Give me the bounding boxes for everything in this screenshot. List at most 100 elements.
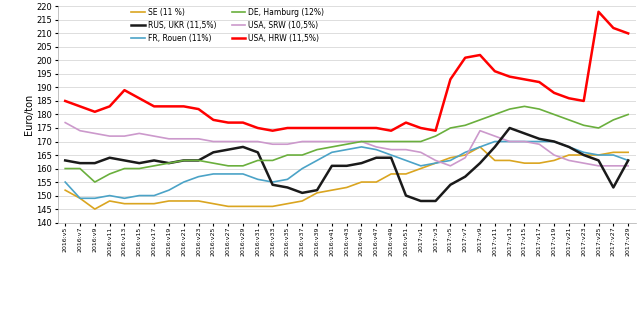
USA, SRW (10,5%) (269, 142, 277, 146)
SE (11 %) (462, 153, 469, 157)
SE (11 %) (358, 180, 365, 184)
DE, Hamburg (12%) (62, 167, 69, 170)
FR, Rouen (11%) (209, 172, 217, 176)
FR, Rouen (11%) (269, 180, 277, 184)
USA, SRW (10,5%) (135, 131, 143, 135)
RUS, UKR (11,5%) (209, 150, 217, 154)
RUS, UKR (11,5%) (624, 158, 632, 162)
USA, HRW (11,5%) (224, 121, 232, 124)
Line: SE (11 %): SE (11 %) (65, 147, 628, 209)
USA, HRW (11,5%) (580, 99, 587, 103)
RUS, UKR (11,5%) (372, 156, 380, 160)
SE (11 %) (343, 185, 351, 189)
RUS, UKR (11,5%) (239, 145, 247, 149)
RUS, UKR (11,5%) (476, 161, 484, 165)
FR, Rouen (11%) (580, 150, 587, 154)
RUS, UKR (11,5%) (91, 161, 99, 165)
FR, Rouen (11%) (535, 140, 543, 143)
SE (11 %) (284, 202, 291, 205)
USA, SRW (10,5%) (387, 148, 395, 151)
FR, Rouen (11%) (91, 196, 99, 200)
RUS, UKR (11,5%) (521, 131, 528, 135)
FR, Rouen (11%) (328, 150, 336, 154)
FR, Rouen (11%) (594, 153, 602, 157)
USA, HRW (11,5%) (550, 91, 558, 95)
USA, HRW (11,5%) (624, 31, 632, 35)
DE, Hamburg (12%) (165, 161, 173, 165)
USA, SRW (10,5%) (121, 134, 128, 138)
SE (11 %) (609, 150, 617, 154)
DE, Hamburg (12%) (580, 123, 587, 127)
DE, Hamburg (12%) (313, 148, 321, 151)
DE, Hamburg (12%) (239, 164, 247, 168)
FR, Rouen (11%) (239, 172, 247, 176)
USA, HRW (11,5%) (299, 126, 306, 130)
USA, SRW (10,5%) (624, 164, 632, 168)
SE (11 %) (254, 204, 262, 208)
USA, SRW (10,5%) (91, 131, 99, 135)
DE, Hamburg (12%) (195, 158, 202, 162)
SE (11 %) (209, 202, 217, 205)
RUS, UKR (11,5%) (491, 145, 499, 149)
USA, SRW (10,5%) (521, 140, 528, 143)
USA, HRW (11,5%) (180, 104, 187, 108)
USA, SRW (10,5%) (447, 164, 455, 168)
USA, SRW (10,5%) (372, 145, 380, 149)
USA, HRW (11,5%) (372, 126, 380, 130)
DE, Hamburg (12%) (417, 140, 424, 143)
DE, Hamburg (12%) (284, 153, 291, 157)
FR, Rouen (11%) (387, 153, 395, 157)
SE (11 %) (195, 199, 202, 203)
FR, Rouen (11%) (417, 164, 424, 168)
RUS, UKR (11,5%) (121, 158, 128, 162)
SE (11 %) (224, 204, 232, 208)
SE (11 %) (239, 204, 247, 208)
SE (11 %) (299, 199, 306, 203)
USA, SRW (10,5%) (284, 142, 291, 146)
DE, Hamburg (12%) (91, 180, 99, 184)
USA, HRW (11,5%) (106, 104, 114, 108)
DE, Hamburg (12%) (180, 158, 187, 162)
SE (11 %) (165, 199, 173, 203)
FR, Rouen (11%) (299, 167, 306, 170)
Line: USA, SRW (10,5%): USA, SRW (10,5%) (65, 122, 628, 166)
FR, Rouen (11%) (550, 140, 558, 143)
USA, SRW (10,5%) (580, 161, 587, 165)
USA, SRW (10,5%) (476, 129, 484, 133)
FR, Rouen (11%) (180, 180, 187, 184)
USA, SRW (10,5%) (239, 140, 247, 143)
USA, SRW (10,5%) (535, 142, 543, 146)
FR, Rouen (11%) (62, 180, 69, 184)
DE, Hamburg (12%) (150, 164, 158, 168)
RUS, UKR (11,5%) (135, 161, 143, 165)
SE (11 %) (106, 199, 114, 203)
Line: RUS, UKR (11,5%): RUS, UKR (11,5%) (65, 128, 628, 201)
USA, SRW (10,5%) (195, 137, 202, 141)
USA, HRW (11,5%) (165, 104, 173, 108)
USA, SRW (10,5%) (299, 140, 306, 143)
USA, HRW (11,5%) (565, 96, 573, 100)
RUS, UKR (11,5%) (254, 150, 262, 154)
SE (11 %) (431, 161, 439, 165)
SE (11 %) (121, 202, 128, 205)
RUS, UKR (11,5%) (387, 156, 395, 160)
USA, HRW (11,5%) (358, 126, 365, 130)
USA, SRW (10,5%) (417, 150, 424, 154)
USA, HRW (11,5%) (462, 56, 469, 59)
RUS, UKR (11,5%) (343, 164, 351, 168)
DE, Hamburg (12%) (328, 145, 336, 149)
DE, Hamburg (12%) (506, 107, 514, 111)
USA, SRW (10,5%) (150, 134, 158, 138)
DE, Hamburg (12%) (565, 118, 573, 122)
USA, HRW (11,5%) (269, 129, 277, 133)
DE, Hamburg (12%) (431, 134, 439, 138)
SE (11 %) (76, 196, 84, 200)
SE (11 %) (535, 161, 543, 165)
RUS, UKR (11,5%) (224, 148, 232, 151)
USA, HRW (11,5%) (62, 99, 69, 103)
USA, SRW (10,5%) (313, 140, 321, 143)
FR, Rouen (11%) (624, 158, 632, 162)
DE, Hamburg (12%) (535, 107, 543, 111)
DE, Hamburg (12%) (521, 104, 528, 108)
USA, SRW (10,5%) (462, 156, 469, 160)
